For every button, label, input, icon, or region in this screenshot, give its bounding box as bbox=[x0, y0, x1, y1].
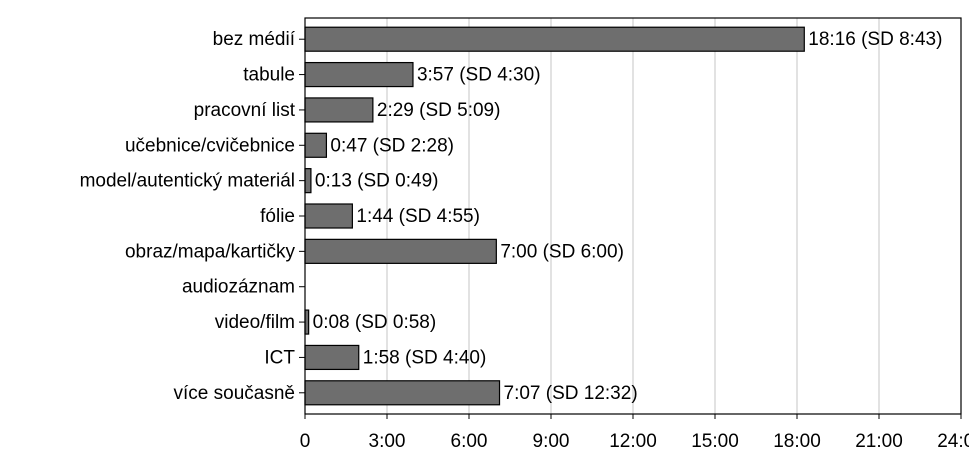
category-label: bez médií bbox=[213, 29, 296, 50]
bar bbox=[304, 203, 353, 229]
bar bbox=[304, 97, 374, 123]
category-labels: bez médií tabule pracovní list učebnice/cvi… bbox=[80, 29, 305, 404]
category-label: tabule bbox=[243, 65, 295, 86]
category-label: fólie bbox=[260, 206, 295, 227]
data-label: 0:13 (SD 0:49) bbox=[315, 171, 439, 192]
category-label: video/film bbox=[215, 312, 295, 333]
bar bbox=[304, 238, 497, 264]
x-tick-label: 18:00 bbox=[773, 431, 821, 452]
data-label: 2:29 (SD 5:09) bbox=[377, 100, 501, 121]
data-label: 3:57 (SD 4:30) bbox=[417, 65, 541, 86]
category-label: ICT bbox=[264, 347, 295, 368]
x-tick-label: 15:00 bbox=[691, 431, 739, 452]
bar bbox=[304, 344, 360, 371]
data-label: 0:47 (SD 2:28) bbox=[330, 135, 454, 156]
category-label: učebnice/cvičebnice bbox=[125, 135, 295, 156]
bar bbox=[304, 61, 414, 88]
category-label: audiozáznam bbox=[182, 277, 295, 298]
x-tick-label: 24:00 bbox=[937, 431, 969, 452]
x-tick-label: 9:00 bbox=[533, 431, 570, 452]
data-label: 7:00 (SD 6:00) bbox=[500, 241, 624, 262]
category-label: obraz/mapa/kartičky bbox=[125, 241, 296, 262]
x-tick-label: 3:00 bbox=[369, 431, 406, 452]
category-label: více současně bbox=[174, 383, 295, 404]
x-tick-label: 12:00 bbox=[609, 431, 657, 452]
bar bbox=[304, 132, 328, 158]
x-tick-label: 0 bbox=[300, 431, 311, 452]
x-tick-label: 21:00 bbox=[855, 431, 903, 452]
bar bbox=[304, 26, 805, 52]
bar bbox=[304, 380, 501, 406]
plot-frame bbox=[304, 17, 962, 415]
data-label: 18:16 (SD 8:43) bbox=[808, 29, 942, 50]
data-label: 7:07 (SD 12:32) bbox=[504, 383, 638, 404]
data-label: 1:58 (SD 4:40) bbox=[363, 347, 487, 368]
data-label: 1:44 (SD 4:55) bbox=[356, 206, 480, 227]
x-axis-ticks: 0 3:00 6:00 9:00 12:00 15:00 18:00 21:00 24:00 bbox=[300, 414, 969, 452]
bar bbox=[304, 168, 312, 194]
data-label: 0:08 (SD 0:58) bbox=[313, 312, 437, 333]
category-label: model/autentický materiál bbox=[80, 171, 295, 192]
bars bbox=[304, 26, 805, 406]
x-tick-label: 6:00 bbox=[451, 431, 488, 452]
data-labels: 18:16 (SD 8:43) 3:57 (SD 4:30) 2:29 (SD 5:… bbox=[313, 29, 943, 404]
category-label: pracovní list bbox=[194, 100, 296, 121]
